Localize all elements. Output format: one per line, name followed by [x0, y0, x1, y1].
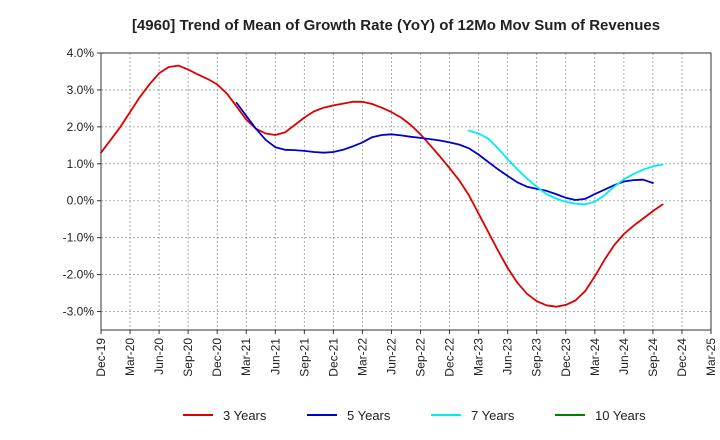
y-tick-label: 3.0%	[67, 83, 95, 97]
x-tick-label: Mar-23	[472, 338, 486, 376]
x-tick-label: Dec-19	[94, 338, 108, 377]
series-lines	[100, 64, 664, 308]
y-axis: 4.0% 3.0% 2.0% 1.0% 0.0% -1.0% -2.0% -3.0%	[63, 46, 101, 319]
series-line-5-years	[235, 102, 654, 201]
y-tick-label: 2.0%	[67, 120, 95, 134]
x-tick-label: Dec-20	[210, 338, 224, 377]
x-tick-label: Mar-25	[704, 338, 718, 376]
plot-border	[100, 52, 712, 331]
x-tick-label: Dec-21	[326, 338, 340, 377]
x-tick-label: Sep-21	[297, 338, 311, 377]
x-axis: Dec-19 Mar-20 Jun-20 Sep-20 Dec-20 Mar-21 Jun-…	[94, 330, 718, 377]
legend-label-3-years: 3 Years	[223, 408, 267, 423]
y-tick-label: 0.0%	[67, 194, 95, 208]
legend-label-7-years: 7 Years	[471, 408, 515, 423]
x-tick-label: Jun-22	[384, 338, 398, 375]
x-tick-label: Mar-22	[355, 338, 369, 376]
y-tick-label: 4.0%	[67, 46, 95, 60]
x-tick-label: Sep-24	[646, 338, 660, 377]
x-tick-label: Sep-23	[530, 338, 544, 377]
series-line-7-years	[467, 129, 664, 206]
x-tick-label: Jun-20	[152, 338, 166, 375]
legend: 3 Years 5 Years 7 Years 10 Years	[183, 408, 646, 423]
y-tick-label: -1.0%	[63, 231, 95, 245]
y-tick-label: 1.0%	[67, 157, 95, 171]
x-tick-label: Mar-24	[588, 338, 602, 376]
series-line-3-years	[100, 64, 664, 308]
x-tick-label: Dec-23	[559, 338, 573, 377]
x-tick-label: Sep-22	[414, 338, 428, 377]
plot-area	[101, 53, 711, 330]
x-tick-label: Dec-24	[675, 338, 689, 377]
x-tick-label: Dec-22	[443, 338, 457, 377]
legend-label-10-years: 10 Years	[595, 408, 646, 423]
x-tick-label: Jun-23	[501, 338, 515, 375]
x-tick-label: Mar-20	[123, 338, 137, 376]
x-tick-label: Jun-21	[268, 338, 282, 375]
y-tick-label: -2.0%	[63, 268, 95, 282]
x-tick-label: Sep-20	[181, 338, 195, 377]
legend-label-5-years: 5 Years	[347, 408, 391, 423]
x-tick-label: Jun-24	[617, 338, 631, 375]
chart-title: [4960] Trend of Mean of Growth Rate (YoY…	[132, 17, 660, 34]
y-tick-label: -3.0%	[63, 305, 95, 319]
x-tick-label: Mar-21	[239, 338, 253, 376]
grid	[100, 52, 712, 330]
